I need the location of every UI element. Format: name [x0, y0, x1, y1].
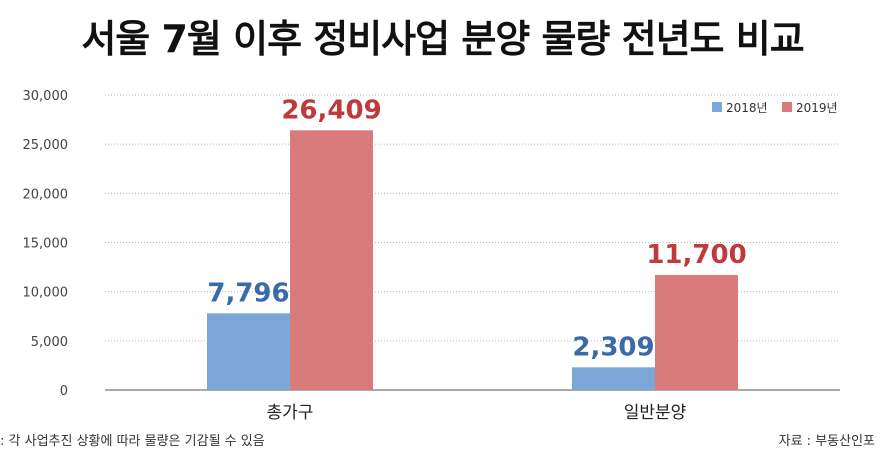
y-tick-label: 15,000 — [23, 237, 69, 252]
y-tick-label: 30,000 — [23, 89, 69, 104]
data-label: 26,409 — [281, 95, 381, 125]
y-tick-label: 10,000 — [23, 286, 69, 301]
footnote: : 각 사업추진 상황에 따라 물량은 기감될 수 있음 — [0, 434, 265, 449]
data-label: 7,796 — [207, 278, 289, 308]
data-label: 11,700 — [646, 240, 746, 270]
chart-title: 서울 7월 이후 정비사업 분양 물량 전년도 비교 — [81, 17, 804, 61]
y-tick-label: 25,000 — [23, 138, 69, 153]
x-category-label: 총가구 — [267, 403, 314, 423]
legend-swatch-2019 — [782, 102, 792, 112]
data-label: 2,309 — [572, 332, 654, 362]
y-tick-label: 0 — [60, 384, 68, 399]
bar-2018 — [207, 313, 290, 390]
bar-2018 — [572, 367, 655, 390]
legend-label: 2019년 — [796, 101, 838, 115]
legend-label: 2018년 — [726, 101, 768, 115]
y-tick-label: 5,000 — [31, 335, 68, 350]
bar-2019 — [655, 274, 738, 390]
legend-swatch-2018 — [712, 102, 722, 112]
y-tick-label: 20,000 — [23, 187, 69, 202]
bar-2019 — [290, 130, 373, 390]
source-note: 자료 : 부동산인포 — [778, 434, 875, 449]
x-category-label: 일반분양 — [624, 403, 687, 423]
